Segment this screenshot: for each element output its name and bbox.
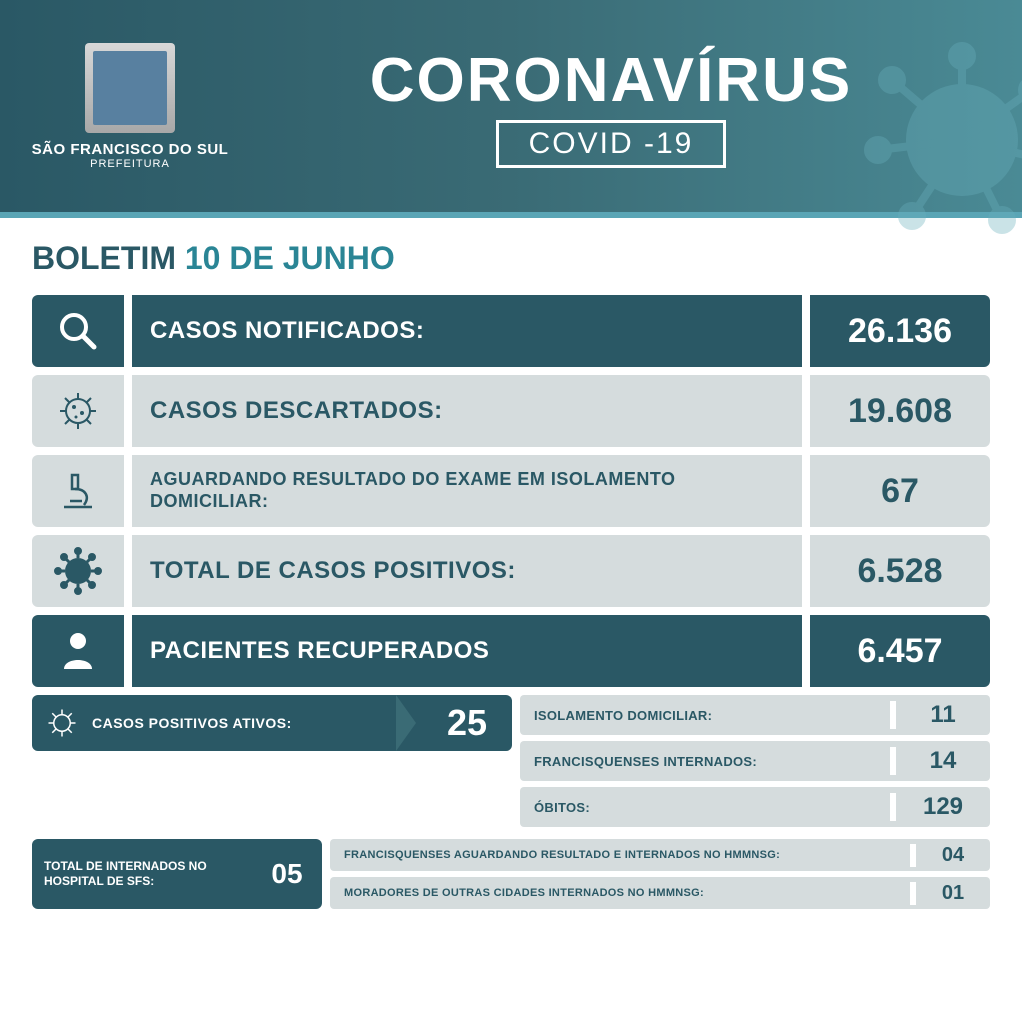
bulletin-date: 10 DE JUNHO [185,240,395,276]
city-name: SÃO FRANCISCO DO SUL [32,141,229,158]
virus-fill-icon [32,535,124,607]
sub-row-hospitalized: FRANCISQUENSES INTERNADOS: 14 [520,741,990,781]
stat-row-positive: TOTAL DE CASOS POSITIVOS: 6.528 [32,535,990,607]
hospital-row-value: 01 [910,882,990,905]
sub-row-deaths: ÓBITOS: 129 [520,787,990,827]
stat-label: CASOS NOTIFICADOS: [132,295,802,367]
city-crest-icon [85,43,175,133]
stat-value: 19.608 [810,375,990,447]
hospital-row-label: FRANCISQUENSES AGUARDANDO RESULTADO E IN… [330,849,910,861]
stat-label: TOTAL DE CASOS POSITIVOS: [132,535,802,607]
virus-background-icon [862,40,1022,240]
stat-value: 67 [810,455,990,527]
stat-label: PACIENTES RECUPERADOS [132,615,802,687]
stat-label: AGUARDANDO RESULTADO DO EXAME EM ISOLAME… [132,455,802,527]
infographic-container: SÃO FRANCISCO DO SUL PREFEITURA CORONAVÍ… [0,0,1022,1024]
active-label: CASOS POSITIVOS ATIVOS: [92,715,396,731]
sub-value: 14 [890,747,990,775]
stat-value: 26.136 [810,295,990,367]
sub-rows: ISOLAMENTO DOMICILIAR: 11 FRANCISQUENSES… [520,695,990,827]
sub-label: ISOLAMENTO DOMICILIAR: [520,708,890,723]
content: BOLETIM 10 DE JUNHO CASOS NOTIFICADOS: 2… [0,218,1022,1024]
sub-value: 11 [890,701,990,729]
secondary-block: CASOS POSITIVOS ATIVOS: 25 ISOLAMENTO DO… [32,695,990,827]
city-subtitle: PREFEITURA [90,158,170,170]
sub-label: ÓBITOS: [520,800,890,815]
stat-row-discarded: CASOS DESCARTADOS: 19.608 [32,375,990,447]
hospital-row-othercities: MORADORES DE OUTRAS CIDADES INTERNADOS N… [330,877,990,909]
hospital-total-label: TOTAL DE INTERNADOS NO HOSPITAL DE SFS: [32,859,252,889]
person-icon [32,615,124,687]
stat-row-awaiting: AGUARDANDO RESULTADO DO EXAME EM ISOLAME… [32,455,990,527]
stat-label: CASOS DESCARTADOS: [132,375,802,447]
logo-block: SÃO FRANCISCO DO SUL PREFEITURA [30,43,230,170]
stat-value: 6.457 [810,615,990,687]
stat-row-notified: CASOS NOTIFICADOS: 26.136 [32,295,990,367]
sub-label: FRANCISQUENSES INTERNADOS: [520,754,890,769]
microscope-icon [32,455,124,527]
hospital-total-box: TOTAL DE INTERNADOS NO HOSPITAL DE SFS: … [32,839,322,909]
active-value: 25 [422,702,512,744]
stat-row-recovered: PACIENTES RECUPERADOS 6.457 [32,615,990,687]
stat-value: 6.528 [810,535,990,607]
hospital-row-value: 04 [910,844,990,867]
virus-outline-icon [32,705,92,741]
hospital-detail-rows: FRANCISQUENSES AGUARDANDO RESULTADO E IN… [330,839,990,909]
magnifier-icon [32,295,124,367]
bulletin-title: BOLETIM 10 DE JUNHO [32,240,990,277]
chevron-right-icon [396,695,416,751]
virus-icon [32,375,124,447]
covid-box: COVID -19 [496,120,727,168]
hospital-total-value: 05 [252,858,322,890]
active-cases-box: CASOS POSITIVOS ATIVOS: 25 [32,695,512,751]
sub-value: 129 [890,793,990,821]
bulletin-label: BOLETIM [32,240,176,276]
hospital-block: TOTAL DE INTERNADOS NO HOSPITAL DE SFS: … [32,839,990,909]
sub-row-isolation: ISOLAMENTO DOMICILIAR: 11 [520,695,990,735]
hospital-row-awaiting: FRANCISQUENSES AGUARDANDO RESULTADO E IN… [330,839,990,871]
header: SÃO FRANCISCO DO SUL PREFEITURA CORONAVÍ… [0,0,1022,218]
hospital-row-label: MORADORES DE OUTRAS CIDADES INTERNADOS N… [330,887,910,899]
